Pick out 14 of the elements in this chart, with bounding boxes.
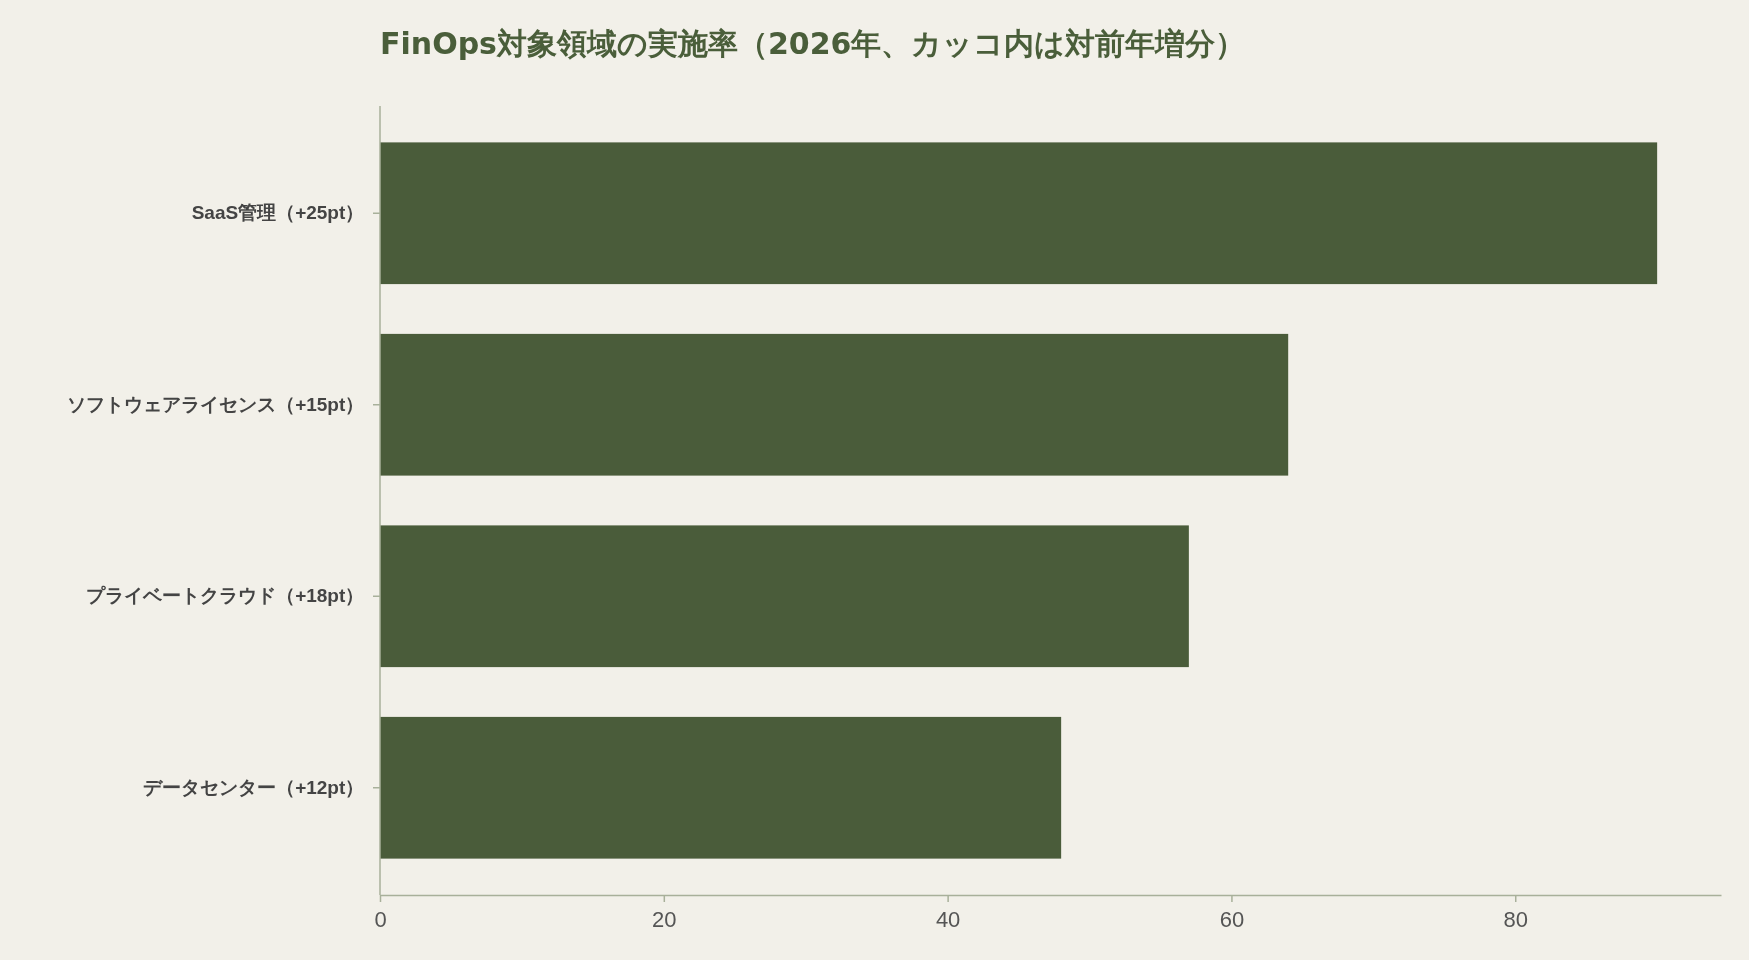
x-tick-label: 40	[935, 907, 961, 932]
bar	[380, 525, 1189, 668]
x-tick-label: 0	[374, 907, 387, 932]
y-tick-label: SaaS管理（+25pt）	[191, 202, 365, 224]
x-tick-label: 80	[1503, 907, 1528, 932]
y-tick-label: データセンター（+12pt）	[143, 776, 365, 798]
y-tick-label: ソフトウェアライセンス（+15pt）	[67, 393, 365, 415]
x-tick-label: 60	[1219, 907, 1245, 932]
bar	[380, 142, 1658, 285]
bar	[380, 333, 1289, 476]
x-tick-label: 20	[652, 907, 677, 932]
y-tick-label: プライベートクラウド（+18pt）	[86, 585, 365, 607]
bar	[380, 716, 1062, 859]
chart-title: FinOps対象領域の実施率（2026年、カッコ内は対前年増分）	[380, 26, 1246, 61]
